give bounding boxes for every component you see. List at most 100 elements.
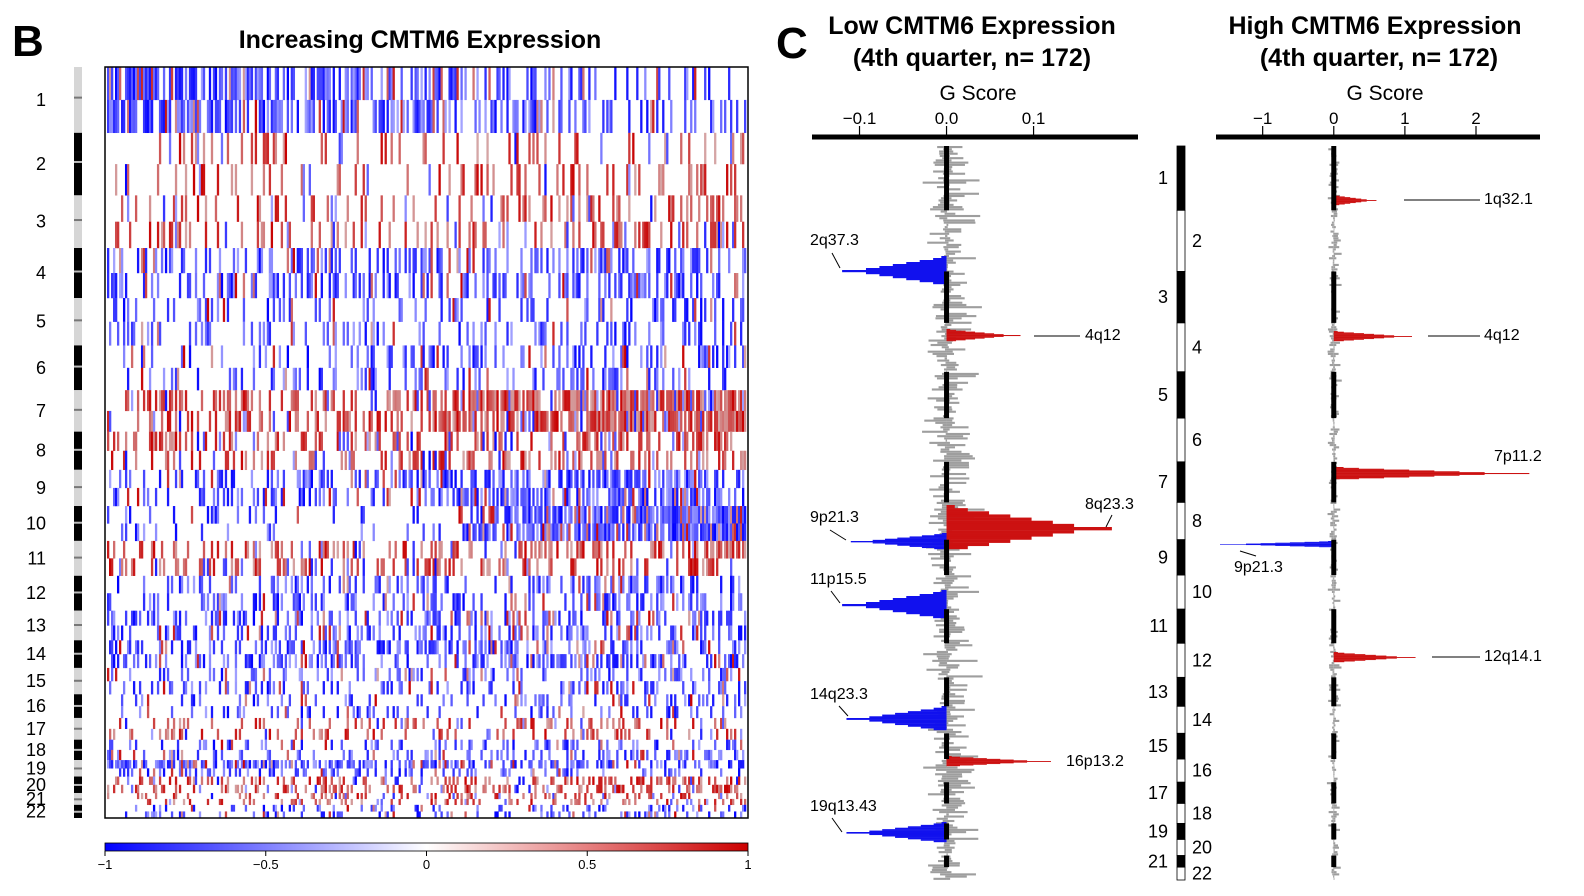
heatmap-cell: [624, 469, 627, 489]
heatmap-cell: [354, 768, 357, 777]
heatmap-cell: [246, 681, 250, 695]
heatmap-cell: [540, 248, 543, 274]
heatmap-cell: [636, 739, 639, 751]
x-tick-label: −0.1: [843, 109, 877, 128]
heatmap-cell: [630, 575, 633, 594]
heatmap-cell: [272, 345, 276, 368]
heatmap-cell: [688, 469, 691, 489]
heatmap-cell: [488, 728, 491, 740]
heatmap-cell: [282, 811, 286, 819]
heatmap-cell: [592, 523, 595, 542]
heatmap-cell: [568, 811, 571, 819]
heatmap-cell: [182, 798, 186, 806]
heatmap-cell: [566, 768, 569, 777]
heatmap-cell: [538, 99, 541, 134]
heatmap-cell: [592, 654, 595, 669]
heatmap-cell: [730, 558, 733, 576]
heatmap-cell: [660, 717, 663, 730]
heatmap-cell: [594, 410, 597, 432]
heatmap-cell: [288, 804, 292, 812]
heatmap-cell: [630, 273, 633, 299]
heatmap-cell: [688, 367, 691, 391]
noise-bar: [944, 323, 947, 327]
heatmap-cell: [730, 164, 733, 196]
heatmap-cell: [394, 776, 397, 785]
heatmap-cell: [328, 487, 331, 507]
heatmap-cell: [344, 67, 347, 101]
heatmap-cell: [260, 610, 264, 626]
heatmap-cell: [594, 667, 597, 682]
heatmap-cell: [506, 506, 509, 524]
heatmap-cell: [334, 99, 337, 134]
heatmap-cell: [152, 298, 156, 322]
heatmap-cell: [152, 431, 156, 451]
heatmap-cell: [524, 610, 527, 626]
heatmap-cell: [180, 390, 184, 412]
heatmap-cell: [704, 132, 707, 165]
heatmap-cell: [442, 469, 445, 489]
heatmap-cell: [346, 640, 349, 655]
heatmap-cell: [200, 575, 204, 594]
heatmap-cell: [720, 717, 723, 730]
heatmap-cell: [626, 523, 629, 542]
heatmap-cell: [246, 540, 250, 559]
heatmap-cell: [430, 792, 433, 800]
heatmap-cell: [694, 558, 697, 576]
heatmap-cell: [542, 784, 545, 794]
heatmap-cell: [664, 804, 667, 812]
heatmap-cell: [644, 273, 647, 299]
heatmap-cell: [330, 558, 333, 576]
heatmap-cell: [154, 67, 158, 101]
heatmap-cell: [496, 811, 499, 819]
heatmap-cell: [648, 132, 651, 165]
heatmap-cell: [318, 640, 321, 655]
heatmap-cell: [382, 248, 385, 274]
heatmap-cell: [482, 558, 485, 576]
heatmap-cell: [438, 321, 441, 346]
heatmap-cell: [118, 558, 122, 576]
heatmap-cell: [734, 811, 737, 819]
heatmap-cell: [308, 717, 311, 730]
heatmap-cell: [492, 469, 495, 489]
heatmap-cell: [534, 776, 537, 785]
heatmap-cell: [596, 558, 599, 576]
heatmap-cell: [560, 321, 563, 346]
heatmap-cell: [478, 99, 481, 134]
heatmap-cell: [358, 706, 361, 719]
heatmap-cell: [322, 469, 325, 489]
heatmap-cell: [336, 811, 339, 819]
heatmap-cell: [604, 776, 607, 785]
heatmap-cell: [580, 728, 583, 740]
heatmap-cell: [428, 558, 431, 576]
heatmap-cell: [606, 717, 609, 730]
heatmap-cell: [484, 221, 487, 249]
heatmap-cell: [128, 469, 132, 489]
heatmap-cell: [166, 760, 170, 769]
heatmap-cell: [186, 667, 190, 682]
heatmap-cell: [582, 431, 585, 451]
heatmap-cell: [558, 195, 561, 222]
heatmap-cell: [344, 450, 347, 471]
heatmap-cell: [506, 67, 509, 101]
heatmap-cell: [608, 367, 611, 391]
heatmap-cell: [140, 640, 144, 655]
heatmap-cell: [296, 749, 299, 761]
heatmap-cell: [252, 798, 256, 806]
chromosome-label: 21: [26, 789, 46, 809]
heatmap-cell: [422, 523, 425, 542]
heatmap-cell: [452, 298, 455, 322]
heatmap-cell: [250, 321, 254, 346]
heatmap-cell: [166, 298, 170, 322]
heatmap-cell: [486, 728, 489, 740]
heatmap-cell: [334, 640, 337, 655]
heatmap-cell: [668, 811, 671, 819]
heatmap-cell: [410, 667, 413, 682]
heatmap-cell: [568, 469, 571, 489]
heatmap-cell: [358, 760, 361, 769]
heatmap-cell: [634, 811, 637, 819]
heatmap-cell: [506, 610, 509, 626]
heatmap-cell: [130, 67, 134, 101]
heatmap-cell: [468, 367, 471, 391]
heatmap-cell: [572, 728, 575, 740]
heatmap-cell: [664, 273, 667, 299]
